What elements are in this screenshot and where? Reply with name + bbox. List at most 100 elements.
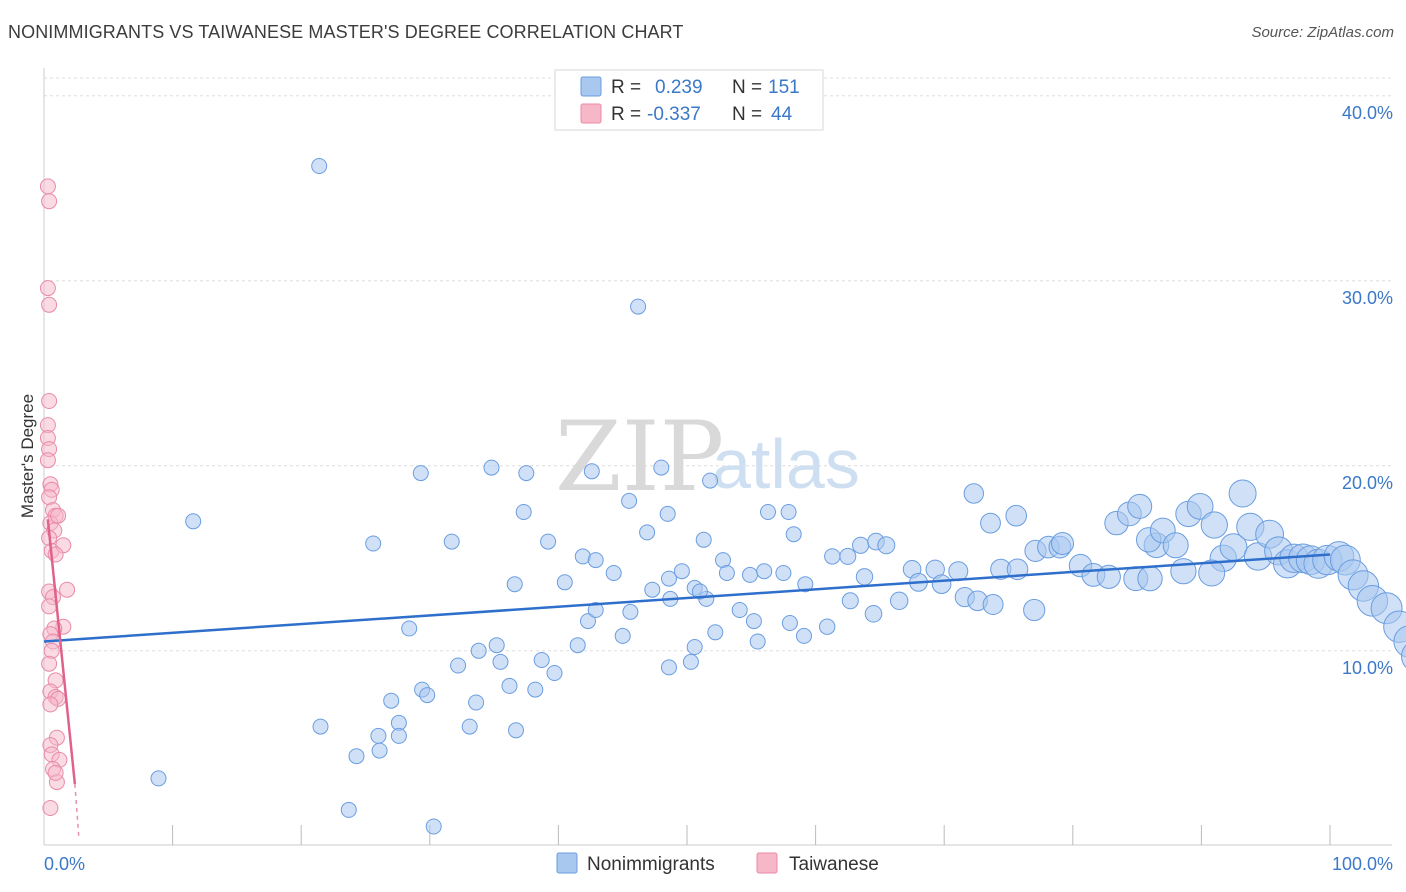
nonimmigrants-point [796,627,812,644]
nonimmigrants-point [686,639,703,655]
nonimmigrants-point [587,552,604,569]
nonimmigrants-point [948,561,969,582]
nonimmigrants-point [488,637,505,654]
nonimmigrants-point [780,504,797,520]
taiwanese-point [41,193,58,210]
nonimmigrants-point [443,533,460,550]
legend-n-value-2: 44 [771,104,793,125]
nonimmigrants-point [673,563,690,580]
legend-r-value-1: 0.239 [655,77,703,98]
nonimmigrants-point [527,681,544,698]
legend-bottom: Nonimmigrants Taiwanese [556,852,879,875]
x-tick-label: 0.0% [44,854,85,874]
nonimmigrants-point [1186,493,1214,520]
nonimmigrants-point [518,465,535,482]
trend-lines [43,519,1331,836]
nonimmigrants-point [877,536,896,555]
nonimmigrants-point [661,659,677,676]
x-tick-labels: 0.0% 100.0% [44,854,1393,874]
nonimmigrants-point [852,536,870,554]
watermark-zip: ZIP [555,401,724,513]
nonimmigrants-point [501,677,518,694]
nonimmigrants-point [841,592,859,610]
nonimmigrants-point [508,722,524,739]
nonimmigrants-point [661,570,677,587]
nonimmigrants-point [1005,504,1028,527]
nonimmigrants-point [556,574,573,591]
trend-line-extension [74,783,80,836]
data-points [39,158,1406,835]
nonimmigrants-point [419,687,436,704]
nonimmigrants-point [931,574,952,595]
nonimmigrants-point [622,603,639,620]
y-axis-title: Master's Degree [18,394,37,518]
legend-n-label-1: N = [732,77,762,98]
nonimmigrants-point [340,801,357,818]
legend-top: R = 0.239 N = 151 R = -0.337 N = 44 [554,69,824,131]
taiwanese-point [39,452,56,469]
nonimmigrants-point [614,627,631,644]
nonimmigrants-point [150,770,167,787]
nonimmigrants-point [450,657,467,674]
y-tick-label: 20.0% [1342,473,1393,493]
y-tick-label: 10.0% [1342,658,1393,678]
legend-r-label-2: R = [611,104,641,125]
taiwanese-point [42,696,59,713]
nonimmigrants-point [365,535,382,552]
nonimmigrants-point [742,566,758,583]
taiwanese-point [42,800,59,816]
nonimmigrants-point [506,576,523,593]
nonimmigrants-point [470,642,487,659]
nonimmigrants-point [855,568,874,586]
taiwanese-point [50,507,67,524]
nonimmigrants-point [383,692,400,709]
legend-r-label-1: R = [611,77,641,98]
nonimmigrants-point [781,615,798,631]
trend-line-nonimmigrants [43,553,1331,643]
legend-bottom-swatch-taiwanese [756,852,778,874]
nonimmigrants-point [745,613,762,630]
nonimmigrants-point [980,512,1001,534]
chart-title: NONIMMIGRANTS VS TAIWANESE MASTER'S DEGR… [8,22,684,42]
nonimmigrants-point [756,563,773,580]
nonimmigrants-point [569,637,586,654]
nonimmigrants-point [1162,532,1189,559]
watermark: ZIP atlas [555,401,860,513]
nonimmigrants-point [461,718,478,735]
legend-bottom-swatch-nonimmigrants [556,852,578,874]
nonimmigrants-point [1023,598,1046,622]
nonimmigrants-point [605,565,622,581]
nonimmigrants-point [580,613,596,630]
nonimmigrants-point [702,472,719,489]
nonimmigrants-point [644,581,661,598]
nonimmigrants-point [695,531,712,548]
taiwanese-point [41,598,58,615]
x-tick-label: 100.0% [1332,854,1393,874]
nonimmigrants-point [583,463,600,480]
nonimmigrants-point [401,620,418,637]
nonimmigrants-point [621,492,638,509]
nonimmigrants-point [1137,565,1163,592]
taiwanese-point [41,296,58,313]
nonimmigrants-point [412,465,429,482]
legend-bottom-label-nonimmigrants: Nonimmigrants [587,854,715,875]
nonimmigrants-point [819,618,836,635]
legend-swatch-taiwanese [580,103,602,124]
series-nonimmigrants [150,158,1406,835]
nonimmigrants-point [425,818,442,835]
legend-swatch-nonimmigrants [580,76,602,97]
nonimmigrants-point [963,483,984,504]
nonimmigrants-point [653,459,670,476]
nonimmigrants-point [468,694,485,711]
legend-bottom-label-taiwanese: Taiwanese [789,854,879,875]
nonimmigrants-point [533,652,550,668]
series-taiwanese [39,178,76,816]
legend-n-label-2: N = [732,104,762,125]
legend-n-value-1: 151 [768,77,800,98]
nonimmigrants-point [659,505,676,522]
nonimmigrants-point [707,624,724,641]
y-tick-labels: 10.0% 20.0% 30.0% 40.0% [1342,103,1393,678]
taiwanese-point [41,655,58,672]
nonimmigrants-point [1051,532,1074,555]
nonimmigrants-point [785,526,802,543]
